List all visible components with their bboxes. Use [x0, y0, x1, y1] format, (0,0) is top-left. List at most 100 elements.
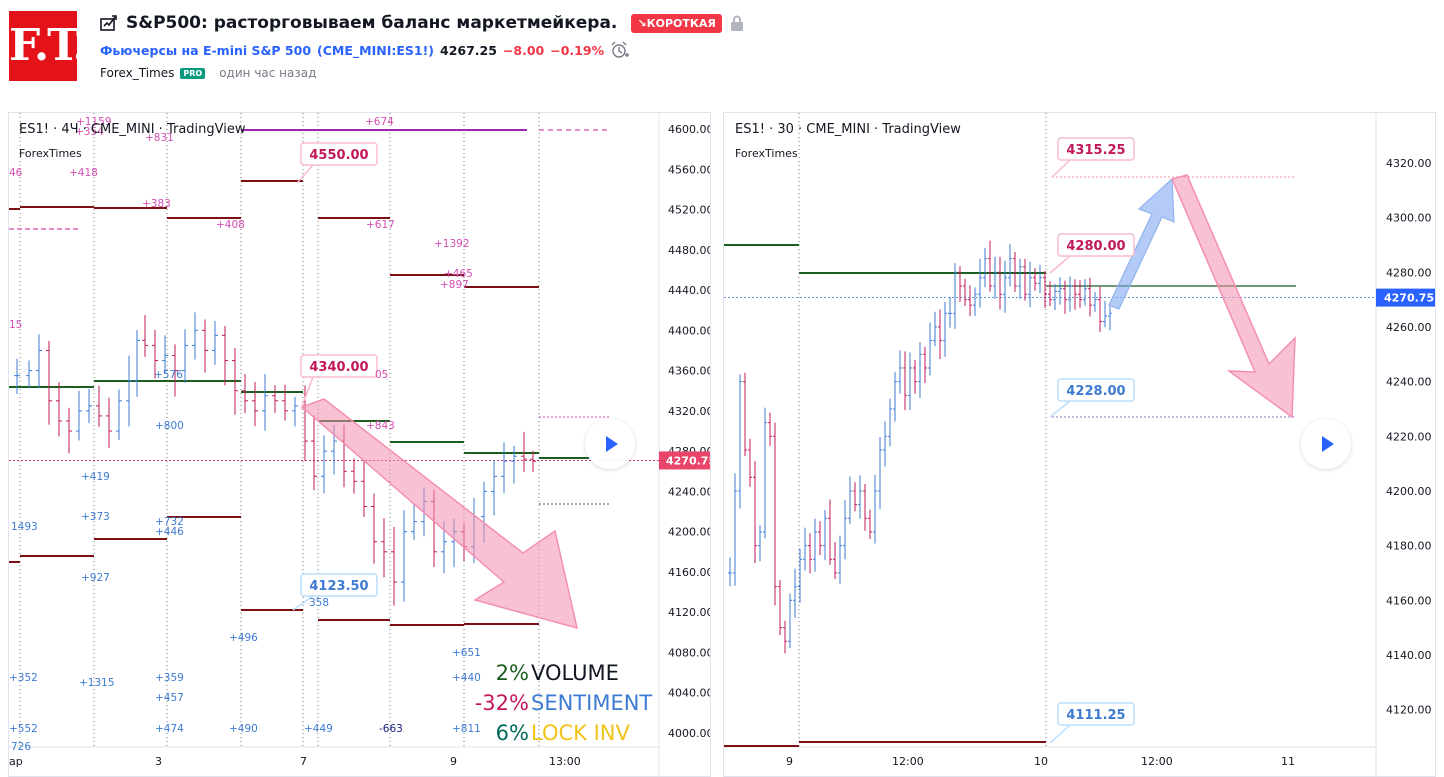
- price-callout[interactable]: 4340.00: [300, 354, 378, 410]
- symbol-ticker-link[interactable]: (CME_MINI:ES1!): [317, 42, 434, 58]
- cluster-volume-label: +576: [154, 369, 183, 381]
- symbol-change: −8.00: [502, 42, 545, 58]
- current-price-label: 4270.75: [1384, 292, 1434, 305]
- cluster-volume-label: +373: [81, 511, 110, 523]
- callout-box: [300, 142, 378, 166]
- cluster-volume-label: +732: [155, 516, 184, 528]
- price-bar: [521, 431, 527, 473]
- price-bar: [86, 388, 92, 424]
- price-bar: [813, 518, 817, 572]
- cluster-volume-label: +359: [155, 672, 184, 684]
- price-axis-label: 4360.00: [668, 365, 711, 378]
- alarm-clock-icon[interactable]: [610, 41, 630, 59]
- price-bar: [14, 358, 20, 394]
- price-axis-label: 4240.00: [668, 485, 711, 498]
- price-callout[interactable]: 4228.00: [1049, 378, 1135, 418]
- price-bar: [888, 398, 892, 447]
- price-bar: [778, 579, 782, 636]
- idea-header: F.T. S&P500: расторговываем баланс марке…: [0, 0, 1444, 104]
- price-bar: [1028, 261, 1032, 308]
- cluster-volume-label: +617: [366, 219, 395, 231]
- legend-value: 6%: [496, 721, 529, 745]
- price-bar: [743, 372, 747, 457]
- price-bar: [848, 476, 852, 524]
- price-bar: [1058, 277, 1062, 305]
- forecast-arrow-down: [1170, 174, 1296, 419]
- time-axis-label: 9: [786, 755, 793, 768]
- current-price-label: 4270.75: [666, 454, 711, 467]
- price-bar: [282, 384, 288, 421]
- price-bar: [1108, 306, 1112, 331]
- price-bar: [953, 263, 957, 329]
- time-axis-label: 7: [300, 755, 307, 768]
- price-bar: [993, 256, 997, 299]
- price-bar: [968, 285, 972, 317]
- price-bar: [863, 484, 867, 531]
- callout-box: [1057, 233, 1135, 257]
- play-button-30m[interactable]: [1301, 419, 1351, 469]
- chart-author-4h: ForexTimes: [19, 147, 82, 160]
- price-bar: [202, 319, 208, 373]
- author-name-link[interactable]: Forex_Times: [100, 66, 175, 80]
- price-axis-label: 4280.00: [1386, 266, 1432, 279]
- legend-value: 2%: [496, 661, 529, 685]
- callout-pointer: [1051, 159, 1071, 178]
- author-logo[interactable]: F.T.: [9, 11, 88, 81]
- price-bar: [983, 248, 987, 288]
- legend-label: SENTIMENT: [531, 691, 652, 715]
- chart-panel-30m[interactable]: 4315.25 4280.00 4228.00 4111.25 4320.00 4300.…: [723, 112, 1436, 777]
- cluster-volume-label: +811: [452, 723, 481, 735]
- callout-text: 4228.00: [1066, 384, 1125, 399]
- price-bar: [998, 256, 1002, 310]
- play-button-4h[interactable]: [585, 419, 635, 469]
- price-axis-label: 4140.00: [1386, 649, 1432, 662]
- price-axis-label: 4480.00: [668, 244, 711, 257]
- price-bar: [192, 312, 198, 360]
- price-bar: [162, 335, 168, 374]
- price-bar: [798, 548, 802, 603]
- price-bar: [501, 442, 507, 493]
- title-row: S&P500: расторговываем баланс маркетмейк…: [100, 10, 744, 36]
- cluster-volume-label: +354: [75, 126, 104, 138]
- price-bar: [391, 526, 397, 606]
- chart-panel-4h[interactable]: 4550.00 4340.00 4123.50 +1159 +354 +831 +674 46…: [8, 112, 711, 777]
- price-bar: [1083, 279, 1087, 306]
- symbol-name-link[interactable]: Фьючерсы на E-mini S&P 500: [100, 42, 312, 58]
- price-bar: [783, 620, 787, 654]
- callout-text: 4280.00: [1066, 239, 1125, 254]
- price-bar: [411, 503, 417, 541]
- chart-canvas-30m[interactable]: 4315.25 4280.00 4228.00 4111.25 4320.00 4300.…: [724, 113, 1436, 777]
- cluster-volume-label: +897: [440, 279, 469, 291]
- price-bar: [1103, 300, 1107, 328]
- price-callout[interactable]: 4315.25: [1051, 137, 1135, 178]
- price-axis-label: 4440.00: [668, 284, 711, 297]
- price-bar: [843, 500, 847, 560]
- callout-pointer: [292, 595, 314, 611]
- price-bar: [978, 258, 982, 308]
- price-bar: [818, 521, 822, 556]
- price-bar: [1023, 258, 1027, 301]
- price-bar: [928, 322, 932, 376]
- callout-pointer: [1049, 400, 1071, 418]
- time-axis-label: 3: [155, 755, 162, 768]
- chart-canvas-4h[interactable]: 4550.00 4340.00 4123.50 +1159+354 +831 +674 46…: [9, 113, 711, 777]
- price-bar: [361, 459, 367, 517]
- price-bar: [803, 527, 807, 571]
- price-bar: [36, 334, 42, 388]
- price-bar: [152, 329, 158, 379]
- price-axis-label: 4040.00: [668, 687, 711, 700]
- price-callout[interactable]: 4123.50: [292, 573, 378, 611]
- current-price-tag: [1376, 288, 1435, 307]
- price-callout[interactable]: 4111.25: [1049, 702, 1135, 744]
- price-callout[interactable]: 4280.00: [1049, 233, 1135, 274]
- callout-box: [300, 573, 378, 597]
- price-callout[interactable]: 4550.00: [296, 142, 378, 184]
- price-bar: [948, 296, 952, 328]
- price-bar: [272, 385, 278, 413]
- cluster-volume-label: +446: [155, 526, 184, 538]
- price-axis-label: 4200.00: [668, 526, 711, 539]
- price-bar: [1073, 279, 1077, 310]
- price-axis-bg: [659, 113, 710, 776]
- price-bar: [873, 474, 877, 544]
- play-icon: [1322, 436, 1334, 452]
